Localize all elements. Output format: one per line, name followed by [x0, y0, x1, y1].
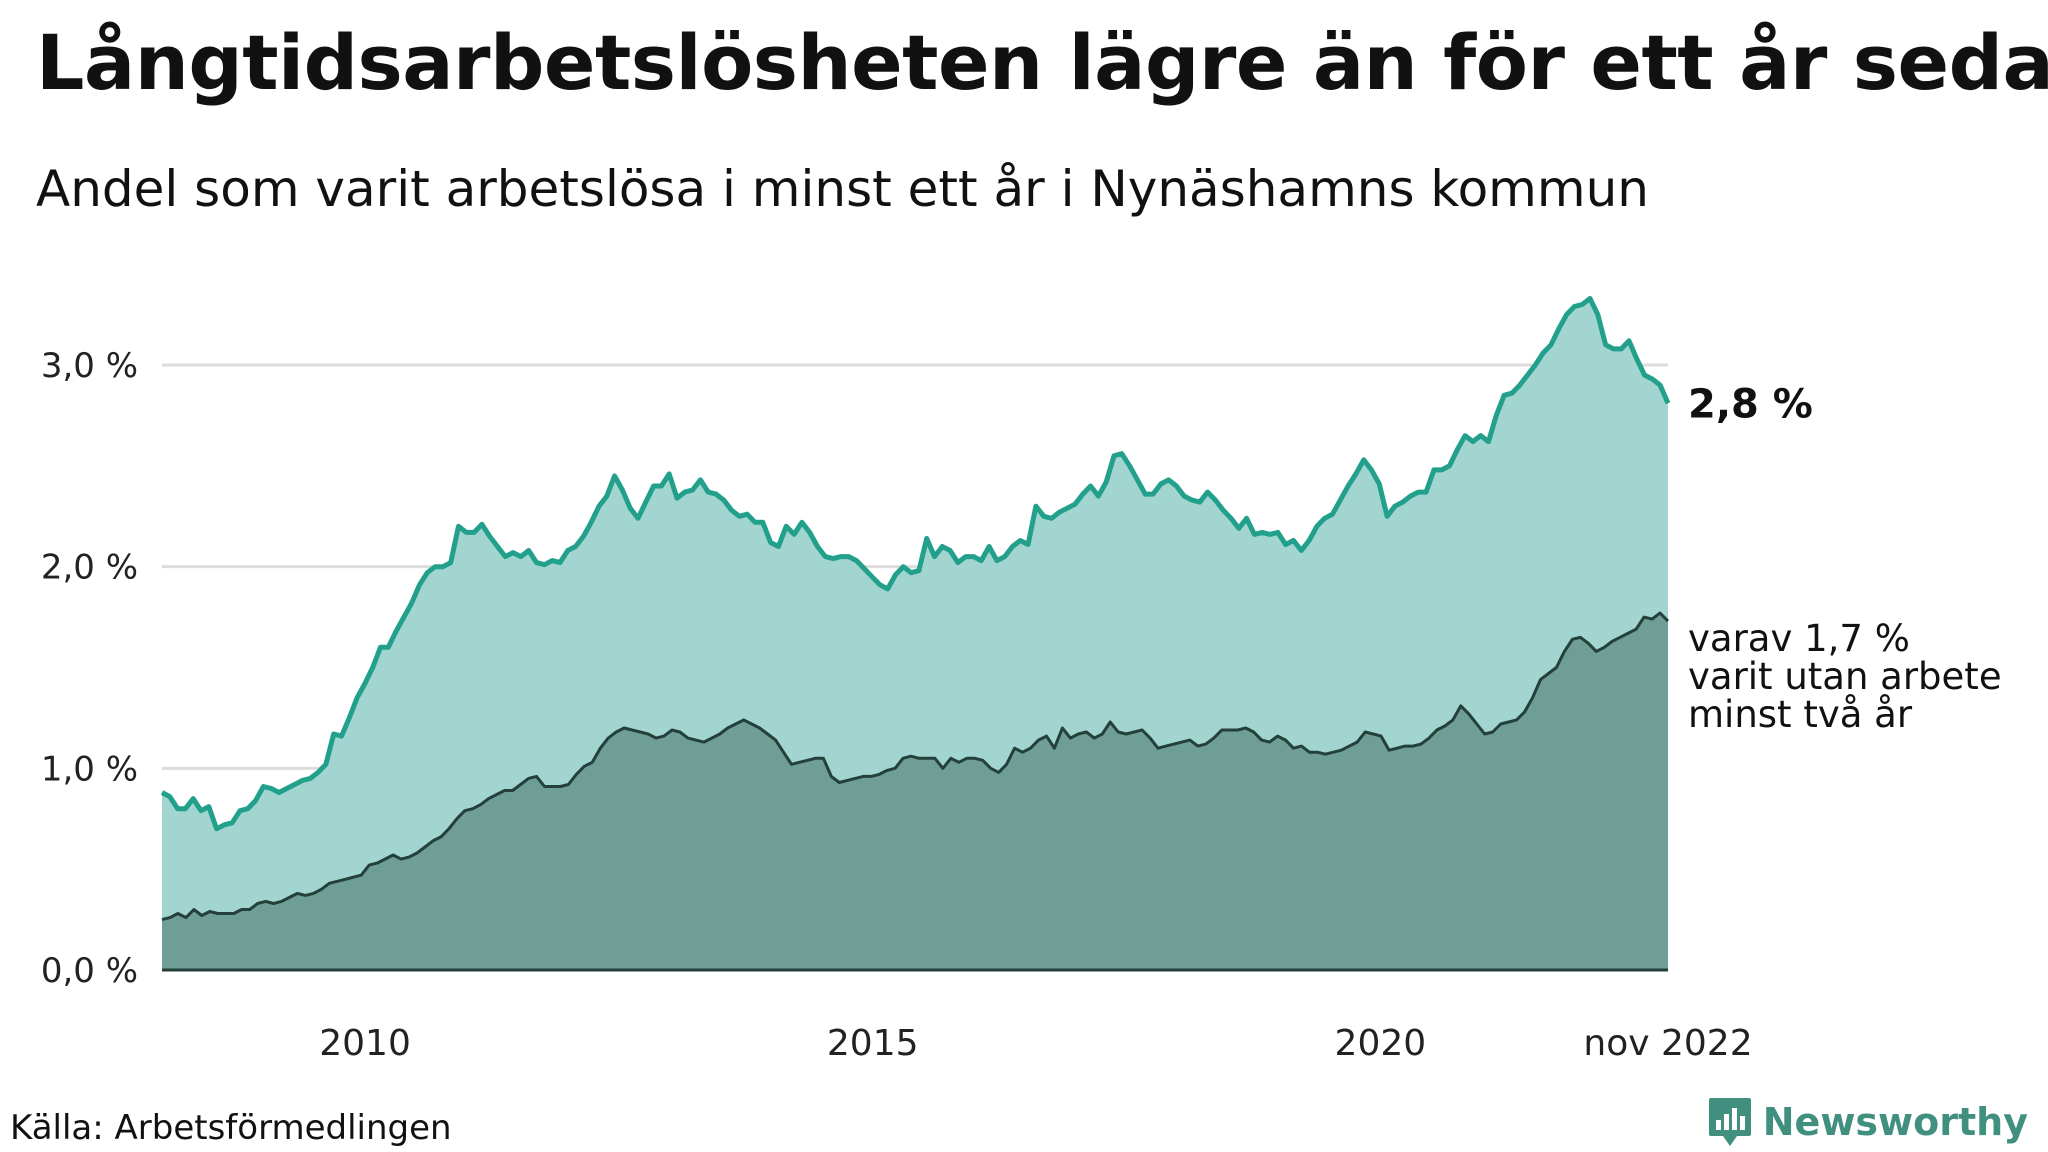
line-sub	[161, 611, 1670, 922]
x-tick-label: nov 2022	[1583, 1023, 1752, 1064]
brand-logo[interactable]: Newsworthy	[1707, 1096, 2028, 1148]
sub-value-label-line-1: varav 1,7 %	[1688, 617, 1910, 660]
y-axis: 0,0 % 1,0 % 2,0 % 3,0 %	[41, 346, 138, 991]
chart-subtitle: Andel som varit arbetslösa i minst ett å…	[36, 160, 1649, 218]
source-note: Källa: Arbetsförmedlingen	[10, 1108, 452, 1148]
area-sub-fill	[162, 613, 1668, 970]
x-tick-label: 2015	[827, 1023, 919, 1064]
last-value-label: 2,8 %	[1688, 381, 1813, 427]
x-axis: 2010 2015 2020 nov 2022	[319, 1023, 1752, 1064]
chart-title: Långtidsarbetslösheten lägre än för ett …	[36, 18, 2048, 107]
brand-name: Newsworthy	[1762, 1100, 2028, 1144]
y-tick-label: 3,0 %	[41, 346, 138, 386]
y-tick-label: 1,0 %	[41, 749, 138, 789]
newsworthy-logo-icon	[1708, 1098, 1751, 1146]
y-tick-label: 2,0 %	[41, 548, 138, 588]
x-tick-label: 2020	[1335, 1023, 1427, 1064]
x-tick-label: 2010	[319, 1023, 411, 1064]
line-total	[160, 296, 1671, 832]
sub-value-label-line-2: varit utan arbete	[1688, 655, 2002, 698]
y-tick-label: 0,0 %	[41, 951, 138, 991]
sub-value-label-line-3: minst två år	[1688, 693, 1913, 736]
